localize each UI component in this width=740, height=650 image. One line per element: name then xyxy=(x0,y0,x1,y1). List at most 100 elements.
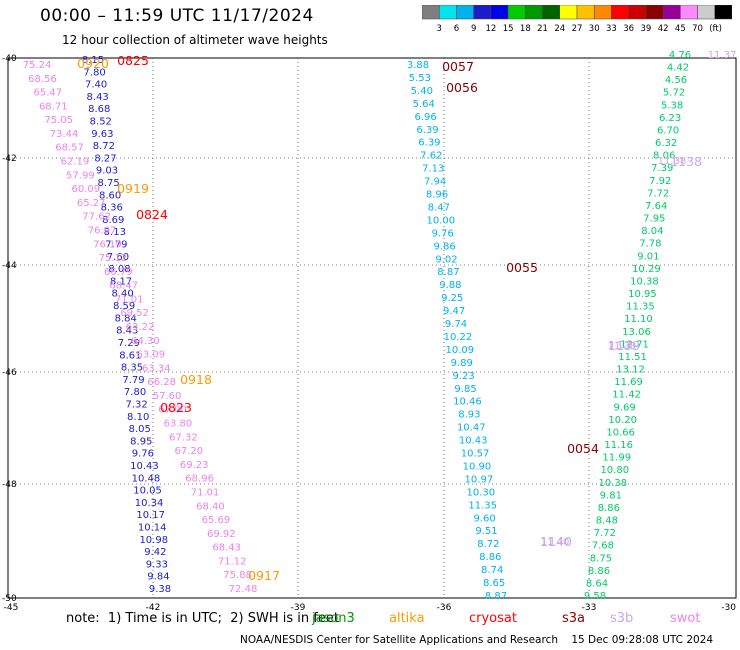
wave-height-value: 9.47 xyxy=(443,306,465,317)
wave-height-value: 10.57 xyxy=(461,449,490,460)
satellite-swot: swot xyxy=(670,611,701,626)
wave-height-value: 7.94 xyxy=(424,177,446,188)
wave-height-value: 69.52 xyxy=(120,308,149,319)
wave-height-value: 63.09 xyxy=(137,350,166,361)
wave-height-value: 9.69 xyxy=(614,402,636,413)
wave-height-value: 10.05 xyxy=(133,486,162,497)
wave-height-value: 9.02 xyxy=(435,254,457,265)
wave-height-value: 3.88 xyxy=(407,60,429,71)
wave-height-value: 73.44 xyxy=(50,129,79,140)
wave-height-value: 9.85 xyxy=(454,384,476,395)
wave-height-value: 8.86 xyxy=(588,566,610,577)
satellite-legend: jason3 altika cryosat s3a s3b swot xyxy=(0,611,740,629)
wave-height-value: 8.86 xyxy=(479,552,501,563)
wave-height-value: 10.00 xyxy=(427,215,456,226)
wave-height-value: 71.01 xyxy=(115,294,144,305)
wave-height-value: 9.60 xyxy=(473,513,495,524)
pass-time-label: 1139 xyxy=(608,338,640,353)
wave-height-value: 69.23 xyxy=(180,460,209,471)
wave-height-value: 67.32 xyxy=(169,432,198,443)
wave-height-value: 9.74 xyxy=(445,319,467,330)
wave-height-value: 63.34 xyxy=(142,363,171,374)
wave-height-value: 8.04 xyxy=(641,226,663,237)
scale-tick-label: 24 xyxy=(554,24,565,34)
wave-height-value: 4.56 xyxy=(665,75,687,86)
latitude-label: -40 xyxy=(2,54,17,64)
latitude-label: -50 xyxy=(2,594,17,604)
scale-tick-label: 9 xyxy=(471,24,476,34)
wave-height-value: 69.92 xyxy=(207,529,236,540)
pass-time-label: 0054 xyxy=(567,441,599,456)
wave-height-value: 11.35 xyxy=(468,500,497,511)
wave-height-value: 8.43 xyxy=(116,326,138,337)
wave-height-value: 8.27 xyxy=(94,153,116,164)
wave-height-value: 10.22 xyxy=(444,332,473,343)
wave-height-value: 10.90 xyxy=(463,461,492,472)
wave-height-value: 8.52 xyxy=(90,117,112,128)
wave-height-value: 13.06 xyxy=(622,327,651,338)
scale-tick-label: 30 xyxy=(589,24,600,34)
wave-height-value: 8.13 xyxy=(104,227,126,238)
wave-height-value: 7.32 xyxy=(125,399,147,410)
wave-height-value: 68.71 xyxy=(39,101,68,112)
color-scale-legend: 3 6 9 12 15 18 21 24 27 30 33 36 39 42 45 70 (ft) xyxy=(422,5,732,34)
wave-height-value: 8.75 xyxy=(590,553,612,564)
wave-height-value: 7.79 xyxy=(105,240,127,251)
wave-height-value: 71.12 xyxy=(218,556,247,567)
wave-height-value: 7.39 xyxy=(651,163,673,174)
wave-height-value: 12.71 xyxy=(620,339,649,350)
wave-height-value: 9.89 xyxy=(451,358,473,369)
wave-height-value: 10.20 xyxy=(608,415,637,426)
wave-height-value: 71.01 xyxy=(191,487,220,498)
wave-height-value: 11.38 xyxy=(658,156,687,167)
longitude-label: -36 xyxy=(437,603,452,613)
satellite-s3a: s3a xyxy=(562,611,586,626)
wave-height-value: 68.57 xyxy=(55,143,84,154)
wave-height-value: 8.87 xyxy=(485,591,507,602)
wave-height-value: 5.53 xyxy=(409,73,431,84)
pass-time-label: 0919 xyxy=(117,181,149,196)
wave-height-value: 8.06 xyxy=(653,151,675,162)
wave-height-value: 7.79 xyxy=(122,375,144,386)
wave-height-value: 10.97 xyxy=(465,474,494,485)
wave-height-value: 66.28 xyxy=(147,377,176,388)
scale-tick-label: 36 xyxy=(623,24,634,34)
latitude-label: -42 xyxy=(2,154,17,164)
wave-height-value: 75.05 xyxy=(44,115,73,126)
wave-height-value: 6.70 xyxy=(657,125,679,136)
longitude-label: -45 xyxy=(4,603,19,613)
wave-height-value: 72.48 xyxy=(229,584,258,595)
wave-height-value: 8.69 xyxy=(102,215,124,226)
wave-height-value: 10.38 xyxy=(598,478,627,489)
wave-height-value: 10.17 xyxy=(136,510,165,521)
scale-unit-label: (ft) xyxy=(709,24,722,34)
wave-height-value: 57.60 xyxy=(153,391,182,402)
wave-height-value: 8.40 xyxy=(111,289,133,300)
longitude-label: -30 xyxy=(721,603,736,613)
wave-height-value: 5.38 xyxy=(661,100,683,111)
wave-height-value: 7.80 xyxy=(83,67,105,78)
wave-height-value: 9.58 xyxy=(584,591,606,602)
wave-height-value: 9.51 xyxy=(475,526,497,537)
wave-height-value: 9.25 xyxy=(441,293,463,304)
wave-height-value: 68.40 xyxy=(196,501,225,512)
wave-height-value: 75.12 xyxy=(99,253,128,264)
map-title: 00:00 – 11:59 UTC 11/17/2024 xyxy=(40,6,314,26)
wave-height-value: 8.47 xyxy=(428,202,450,213)
wave-height-value: 8.74 xyxy=(481,565,503,576)
wave-height-value: 7.68 xyxy=(592,541,614,552)
wave-height-value: 9.03 xyxy=(96,166,118,177)
pass-time-label: 0918 xyxy=(180,372,212,387)
wave-height-value: 8.68 xyxy=(88,104,110,115)
wave-height-value: 10.38 xyxy=(630,276,659,287)
wave-height-value: 65.47 xyxy=(34,88,63,99)
wave-height-value: 68.47 xyxy=(109,281,138,292)
pass-time-label: 0056 xyxy=(446,80,478,95)
wave-height-value: 65.69 xyxy=(202,515,231,526)
wave-height-value: 9.86 xyxy=(434,241,456,252)
wave-height-value: 8.17 xyxy=(110,276,132,287)
wave-height-value: 7.92 xyxy=(649,176,671,187)
satellite-s3b: s3b xyxy=(610,611,634,626)
wave-height-value: 8.43 xyxy=(87,92,109,103)
wave-height-value: 4.42 xyxy=(667,63,689,74)
